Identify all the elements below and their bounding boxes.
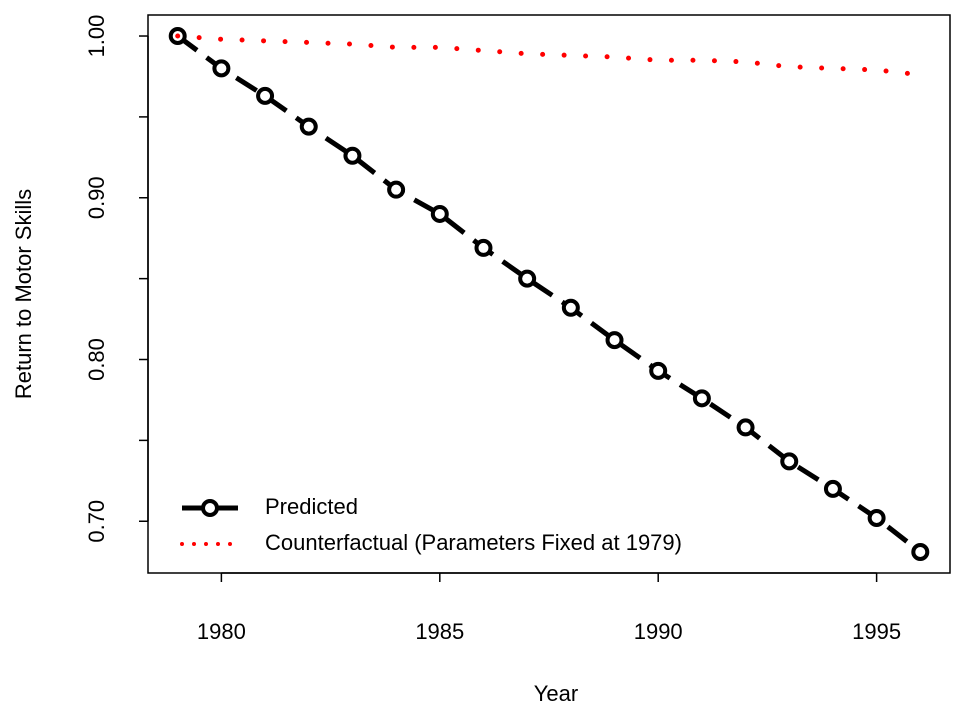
point xyxy=(911,542,930,561)
point xyxy=(256,86,275,105)
point xyxy=(518,269,537,288)
y-tick-label: 1.00 xyxy=(84,15,109,58)
x-axis-label: Year xyxy=(534,681,578,706)
point xyxy=(736,418,755,437)
point xyxy=(299,117,318,136)
legend-label: Predicted xyxy=(265,494,358,519)
point xyxy=(780,452,799,471)
y-axis-label: Return to Motor Skills xyxy=(11,189,36,399)
y-tick-label: 0.70 xyxy=(84,500,109,543)
x-tick-label: 1985 xyxy=(415,619,464,644)
point xyxy=(387,180,406,199)
series-line xyxy=(175,33,923,78)
point xyxy=(212,59,231,78)
point xyxy=(867,509,886,528)
y-tick-label: 0.90 xyxy=(84,176,109,219)
point xyxy=(343,146,362,165)
legend-label: Counterfactual (Parameters Fixed at 1979… xyxy=(265,530,682,555)
point xyxy=(561,298,580,317)
point xyxy=(649,361,668,380)
point xyxy=(430,204,449,223)
point xyxy=(474,238,493,257)
x-tick-label: 1990 xyxy=(634,619,683,644)
x-tick-label: 1980 xyxy=(197,619,246,644)
x-tick-label: 1995 xyxy=(852,619,901,644)
y-tick-label: 0.80 xyxy=(84,338,109,381)
legend-marker xyxy=(201,499,219,517)
series-line xyxy=(176,34,922,554)
point xyxy=(692,389,711,408)
point xyxy=(823,479,842,498)
point xyxy=(605,331,624,350)
